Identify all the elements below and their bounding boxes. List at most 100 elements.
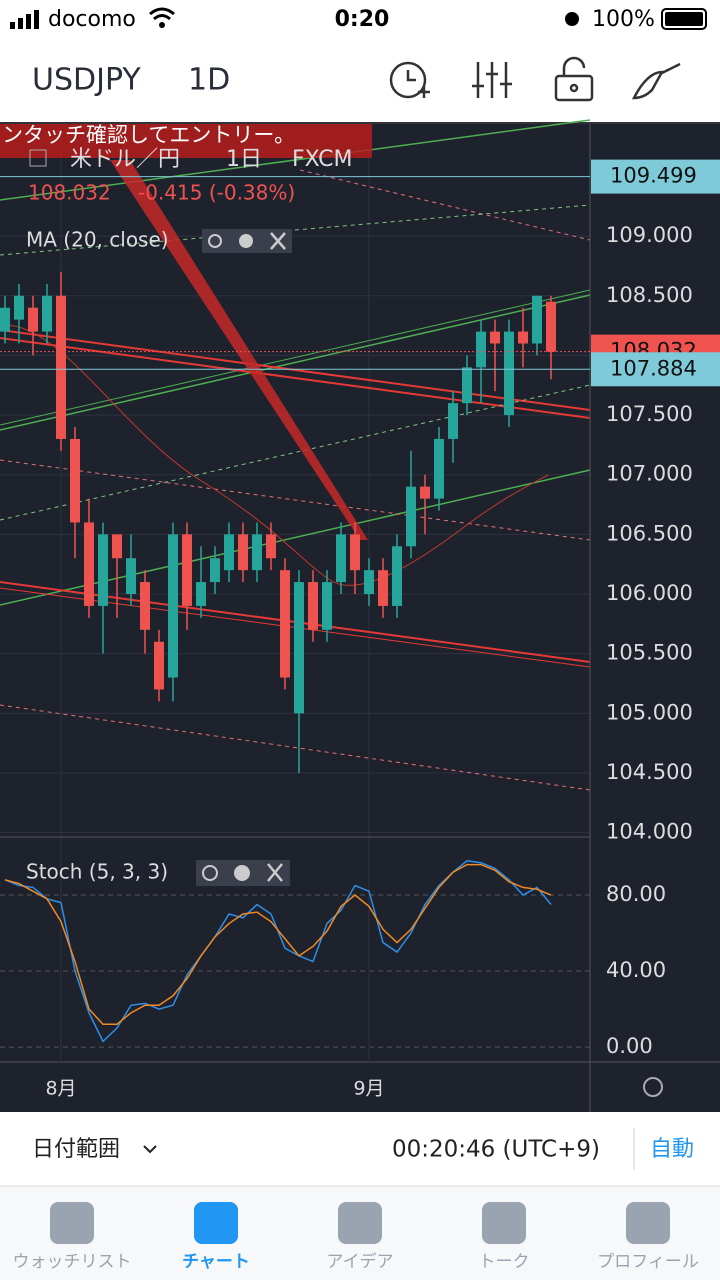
tab-label[interactable]: チャート — [182, 1252, 250, 1272]
candle-body — [196, 582, 206, 606]
candle-body — [294, 582, 304, 714]
price-box — [591, 352, 720, 387]
candle-body — [350, 534, 360, 571]
alert-icon[interactable] — [389, 61, 427, 99]
y-tick-label: 106.000 — [606, 581, 693, 605]
range-button[interactable]: 日付範囲 — [32, 1137, 120, 1162]
ma-label: MA (20, close) — [26, 228, 169, 252]
y-tick-label: 104.500 — [606, 760, 693, 784]
candle-body — [28, 307, 38, 332]
tab-label[interactable]: プロフィール — [597, 1252, 699, 1272]
tab-label[interactable]: ウォッチリスト — [13, 1252, 132, 1272]
interval[interactable]: 1D — [188, 63, 230, 98]
stoch-tick-label: 80.00 — [606, 882, 666, 906]
candle-body — [182, 534, 192, 606]
candle-body — [0, 307, 10, 332]
legend-name: 米ドル／円 — [70, 147, 180, 172]
top-bg — [0, 0, 720, 122]
candle-body — [168, 534, 178, 678]
candle-body — [364, 570, 374, 595]
y-tick-label: 105.500 — [606, 641, 693, 665]
legend-change: -0.415 (-0.38%) — [138, 181, 295, 205]
candle-body — [322, 582, 332, 630]
battery-pct: 100% — [592, 7, 655, 32]
candle-body — [518, 331, 528, 344]
candle-body — [490, 331, 500, 344]
y-tick-label: 108.500 — [606, 283, 693, 307]
candle-body — [70, 438, 80, 523]
footer-bg — [0, 1112, 720, 1186]
price-label: 109.499 — [610, 164, 697, 188]
tab-icon[interactable] — [50, 1202, 94, 1244]
candle-body — [532, 295, 542, 344]
candle-body — [252, 534, 262, 571]
stoch-label: Stoch (5, 3, 3) — [26, 860, 168, 884]
y-tick-label: 107.500 — [606, 402, 693, 426]
candle-body — [504, 331, 514, 416]
tab-label[interactable]: アイデア — [326, 1251, 393, 1272]
y-tick-label: 106.500 — [606, 521, 693, 545]
symbol[interactable]: USDJPY — [32, 63, 141, 98]
y-tick-label: 107.000 — [606, 462, 693, 486]
candle-body — [238, 534, 248, 571]
alarm — [565, 12, 579, 26]
auto-button[interactable]: 自動 — [650, 1137, 694, 1162]
collapse-icon[interactable] — [29, 149, 47, 167]
chart-bg — [0, 122, 720, 1112]
tab-icon[interactable] — [338, 1202, 382, 1244]
candle-body — [462, 367, 472, 404]
candle-body — [406, 486, 416, 547]
tab-label[interactable]: トーク — [479, 1252, 530, 1272]
stoch-buttons[interactable] — [196, 860, 290, 886]
candle-body — [154, 641, 164, 690]
candle-body — [56, 295, 66, 439]
chevron — [143, 1145, 157, 1154]
legend-interval: 1日 — [226, 147, 262, 172]
tab-icon[interactable] — [626, 1202, 670, 1244]
footer-clock: 00:20:46 (UTC+9) — [392, 1137, 600, 1163]
candle-body — [98, 534, 108, 606]
header-icons — [389, 56, 681, 102]
settings-icon[interactable] — [643, 1077, 663, 1097]
ma-buttons[interactable] — [202, 229, 292, 253]
candle-body — [126, 558, 136, 595]
y-tick-label: 105.000 — [606, 700, 693, 724]
candle-body — [140, 582, 150, 630]
indicator-icon[interactable] — [472, 62, 512, 98]
lock-icon[interactable] — [554, 74, 594, 102]
candle-body — [14, 295, 24, 320]
candle-body — [112, 534, 122, 559]
candle-body — [476, 331, 486, 368]
y-tick-label: 109.000 — [606, 223, 693, 247]
stoch-line — [4, 863, 552, 1026]
tab-icon[interactable] — [482, 1202, 526, 1244]
banner-text: ンタッチ確認してエントリー。 — [2, 123, 295, 147]
x-tick-label: 8月 — [45, 1078, 76, 1100]
candle-body — [378, 570, 388, 606]
legend-source: FXCM — [292, 147, 352, 172]
banner — [0, 124, 372, 158]
tab-icon[interactable] — [194, 1202, 238, 1244]
candle-body — [448, 403, 458, 439]
candle-body — [308, 582, 318, 630]
candle-body — [84, 522, 94, 606]
candle-body — [210, 558, 220, 583]
wifi — [149, 7, 175, 21]
candle-body — [336, 534, 346, 583]
carrier: docomo — [48, 7, 136, 32]
x-tick-label: 9月 — [353, 1078, 384, 1100]
candle-body — [224, 534, 234, 571]
price-box — [591, 159, 720, 194]
clock: 0:20 — [335, 7, 390, 32]
candle-body — [266, 534, 276, 559]
candle-body — [280, 570, 290, 678]
stoch-tick-label: 40.00 — [606, 958, 666, 982]
battery — [661, 8, 707, 30]
legend-last: 108.032 — [28, 181, 111, 205]
candle-body — [392, 546, 402, 606]
candle-body — [420, 486, 430, 499]
candle-body — [546, 301, 556, 352]
draw-icon[interactable] — [631, 62, 681, 100]
